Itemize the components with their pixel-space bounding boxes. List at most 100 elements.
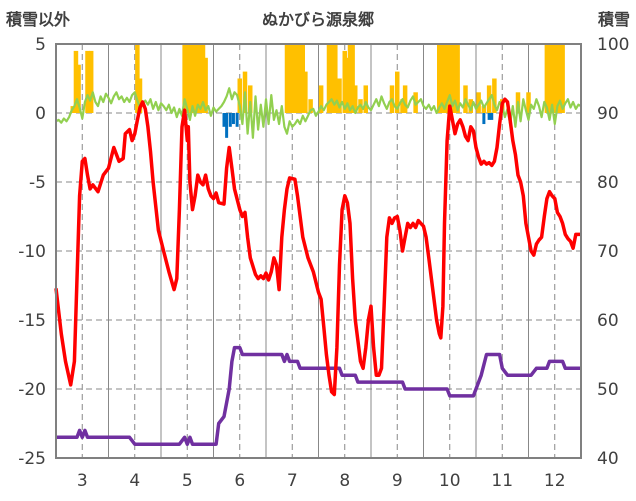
rain-bar (225, 113, 229, 138)
snowfall-bar (492, 78, 497, 113)
snowfall-bar (248, 85, 253, 113)
snowfall-bar (547, 44, 552, 113)
right-tick-label: 40 (597, 449, 619, 469)
snowfall-bar (347, 44, 353, 113)
snowfall-bar (329, 44, 334, 113)
snowfall-bar (300, 44, 305, 113)
snowfall-bar (444, 44, 450, 113)
chart-title: ぬかびら源泉郷 (262, 10, 374, 29)
temperature-line (54, 97, 581, 397)
right-tick-label: 100 (597, 35, 629, 55)
left-axis-label: 積雪以外 (5, 10, 70, 29)
right-tick-label: 50 (597, 380, 619, 400)
left-tick-label: -10 (18, 242, 46, 262)
snowfall-bar (290, 44, 295, 113)
snowfall-bar (402, 85, 408, 113)
snowfall-bar (337, 78, 342, 113)
x-tick-label: 4 (129, 471, 140, 491)
rain-bar (228, 113, 232, 127)
right-tick-label: 80 (597, 173, 619, 193)
x-tick-label: 6 (234, 471, 245, 491)
snowfall-bar (395, 71, 400, 113)
right-axis-label: 積雪 (597, 10, 630, 29)
left-tick-label: -15 (18, 311, 46, 331)
plot-border (55, 43, 582, 459)
snowfall-bar (363, 85, 368, 113)
snowfall-bar (292, 44, 298, 113)
snowfall-bar (190, 44, 195, 113)
snowfall-bar (308, 99, 313, 113)
x-tick-label: 8 (339, 471, 350, 491)
snowfall-bar (526, 92, 531, 113)
snowfall-bar (198, 44, 203, 113)
left-tick-label: 5 (35, 35, 46, 55)
snow-depth-line (56, 345, 581, 446)
snowfall-bar (557, 44, 563, 113)
snowfall-bar (450, 44, 455, 113)
series-lines (54, 87, 582, 446)
snowfall-bar (468, 99, 473, 113)
x-tick-label: 5 (182, 471, 193, 491)
snowfall-bar (200, 44, 206, 113)
left-tick-label: -5 (29, 173, 46, 193)
snowfall-bar (287, 44, 292, 113)
snowfall-bar (560, 44, 565, 113)
snowfall-bar (549, 44, 555, 113)
snowfall-bar (400, 99, 405, 113)
snowfall-bar (284, 44, 290, 113)
snowfall-bar (135, 44, 140, 113)
snowfall-bar (333, 44, 338, 113)
snowfall-bar (185, 44, 190, 113)
snowfall-bar (303, 71, 308, 113)
left-tick-label: -25 (18, 449, 46, 469)
snowfall-bar (137, 78, 143, 113)
x-tick-label: 12 (544, 471, 566, 491)
x-tick-label: 7 (287, 471, 298, 491)
left-tick-label: 0 (35, 104, 46, 124)
right-tick-label: 60 (597, 311, 619, 331)
snowfall-bar (447, 44, 452, 113)
rain-bar (490, 113, 494, 120)
snowfall-bar (481, 106, 487, 113)
rain-bar (231, 113, 235, 125)
rain-bar (487, 113, 491, 120)
rain-bar (222, 113, 226, 127)
snowfall-bar (555, 44, 560, 113)
rain-bar (482, 113, 486, 125)
snowfall-bar (182, 44, 187, 113)
snowfall-bar (187, 44, 193, 113)
snowfall-bar (452, 44, 458, 113)
snowfall-bar (442, 44, 447, 113)
snowfall-bar (85, 50, 90, 113)
right-tick-label: 70 (597, 242, 619, 262)
left-tick-label: -20 (18, 380, 46, 400)
snowfall-bar (318, 85, 324, 113)
snowfall-bar (237, 78, 242, 113)
snowfall-bar (192, 44, 198, 113)
snowfall-bar (295, 44, 300, 113)
plot-frame (55, 43, 582, 459)
rain-bar (235, 113, 239, 127)
snowfall-bar (326, 44, 332, 113)
right-tick-label: 90 (597, 104, 619, 124)
snowfall-bar (544, 44, 550, 113)
x-tick-label: 10 (439, 471, 461, 491)
snowfall-bar (73, 50, 79, 113)
x-tick-label: 9 (392, 471, 403, 491)
snowfall-bar (342, 50, 347, 113)
snowfall-bar (203, 57, 208, 113)
snowfall-bar (552, 44, 557, 113)
snowfall-bar (437, 44, 442, 113)
snowfall-bar (350, 44, 355, 113)
snowfall-bar (353, 85, 358, 113)
snowfall-bar (195, 44, 200, 113)
snowfall-bar (297, 44, 303, 113)
snowfall-bar (76, 64, 81, 113)
snowfall-bar (345, 57, 350, 113)
snowfall-bar (88, 50, 94, 113)
x-tick-label: 11 (491, 471, 513, 491)
snowfall-bar (455, 44, 460, 113)
x-tick-label: 3 (77, 471, 88, 491)
